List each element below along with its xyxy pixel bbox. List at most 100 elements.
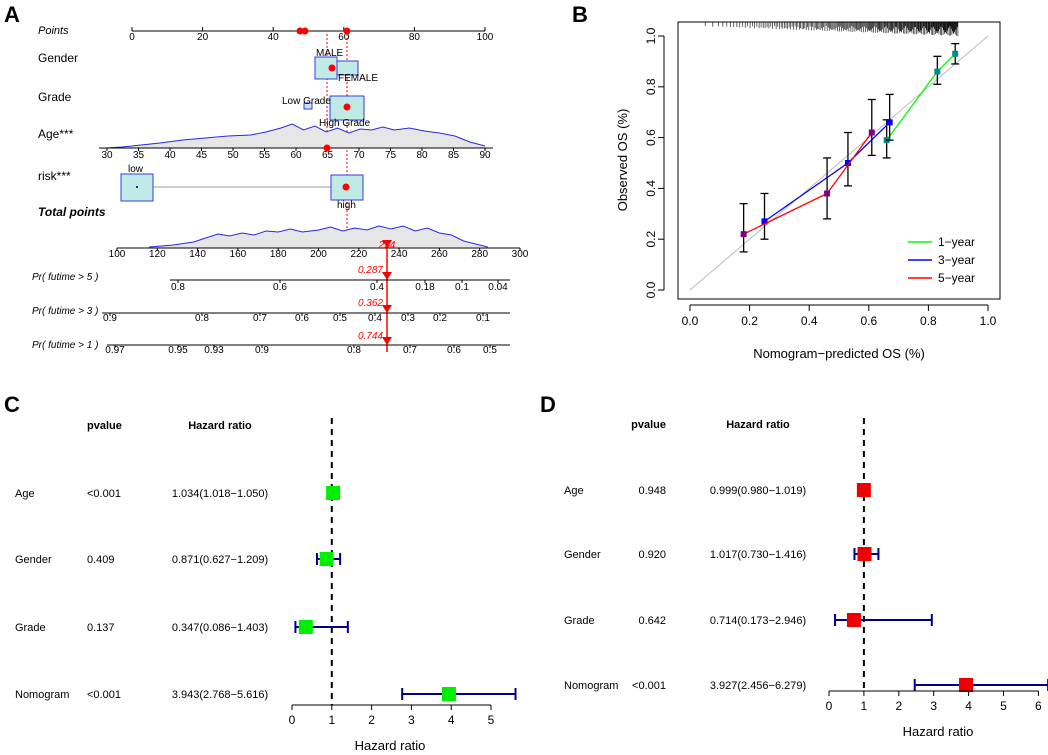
pr3-tick-label: 0.9 — [103, 313, 117, 324]
row-label-pr3: Pr( futime > 3 ) — [32, 306, 98, 317]
pr3-predicted-marker — [382, 305, 393, 313]
total-tick-label: 260 — [431, 249, 448, 260]
gender-box-female — [336, 60, 359, 76]
forest-x-tick-label: 3 — [408, 713, 415, 727]
age-marker — [323, 144, 331, 152]
pr1-tick-label: 0.6 — [447, 345, 461, 356]
calibration-y-axis-title: Observed OS (%) — [615, 109, 630, 212]
calibration-y-tick-label: 0.2 — [644, 231, 658, 248]
points-tick-label: 100 — [477, 32, 494, 43]
forest-header-hr: Hazard ratio — [188, 420, 252, 432]
forest-x-axis-title: Hazard ratio — [355, 738, 426, 753]
age-tick-label: 75 — [385, 150, 397, 161]
legend-label-red: 5−year — [938, 271, 975, 285]
grade-level-label: High Grade — [319, 118, 371, 129]
forest-row-hr-text: 0.347(0.086−1.403) — [172, 622, 268, 634]
age-density-fill — [107, 124, 485, 148]
total-tick-label: 180 — [270, 249, 287, 260]
calibration-x-tick-label: 0.2 — [741, 314, 758, 328]
total-tick-label: 120 — [149, 249, 166, 260]
row-label-age: Age*** — [38, 127, 74, 141]
forest-row-hr-text: 1.034(1.018−1.050) — [172, 488, 268, 500]
forest-multivariate-panel: pvalue Hazard ratio Age 0.948 0.999(0.980−1.… — [564, 418, 1048, 739]
forest-row-name: Gender — [564, 549, 601, 561]
forest-row-name: Grade — [564, 615, 595, 627]
calibration-rug — [704, 22, 959, 36]
calibration-x-tick-label: 0.0 — [682, 314, 699, 328]
age-tick-label: 45 — [196, 150, 208, 161]
total-selected-label: 234 — [378, 240, 396, 251]
grade-level-label: Low Grade — [282, 96, 331, 107]
calibration-point-blue — [844, 160, 851, 166]
pr5-tick-label: 0.18 — [415, 282, 435, 293]
pr5-tick-label: 0.6 — [273, 282, 287, 293]
risk-box-dot — [136, 186, 138, 188]
pr5-tick-label: 0.8 — [171, 282, 185, 293]
pr1-predicted-value: 0.744 — [358, 331, 383, 342]
calibration-point-blue — [761, 218, 768, 225]
points-marker — [296, 27, 304, 35]
age-tick-label: 40 — [164, 150, 176, 161]
forest-row-name: Nomogram — [15, 689, 69, 701]
pr3-tick-label: 0.5 — [333, 313, 347, 324]
reference-diagonal — [689, 35, 989, 291]
forest-x-tick-label: 4 — [965, 699, 972, 713]
age-tick-label: 80 — [416, 150, 428, 161]
forest-row-hr-text: 3.943(2.768−5.616) — [172, 689, 268, 701]
forest-hr-box — [441, 687, 456, 701]
calibration-plot-frame — [677, 21, 1001, 300]
forest-header-pvalue: pvalue — [631, 419, 666, 431]
forest-x-tick-label: 5 — [1000, 699, 1007, 713]
row-label-pr5: Pr( futime > 5 ) — [32, 272, 98, 283]
row-label-risk: risk*** — [38, 169, 71, 183]
forest-hr-box — [298, 620, 313, 634]
pr1-predicted-marker — [382, 337, 393, 345]
pr1-tick-label: 0.9 — [255, 345, 269, 356]
forest-x-tick-label: 1 — [861, 699, 868, 713]
forest-row-name: Nomogram — [564, 680, 618, 692]
calibration-point-green — [952, 50, 959, 57]
age-tick-label: 90 — [479, 150, 491, 161]
points-tick-label: 20 — [197, 32, 209, 43]
forest-row-pvalue: 0.642 — [638, 615, 666, 627]
forest-row-name: Age — [15, 488, 35, 500]
calibration-x-tick-label: 0.6 — [860, 314, 877, 328]
gender-marker — [328, 64, 336, 72]
total-density-fill — [149, 226, 488, 248]
pr3-predicted-value: 0.362 — [358, 298, 383, 309]
forest-row-hr-text: 0.999(0.980−1.019) — [710, 485, 806, 497]
calibration-y-tick-label: 0.8 — [644, 78, 658, 95]
risk-box-high — [330, 174, 364, 201]
forest-row-pvalue: <0.001 — [632, 680, 666, 692]
pr5-tick-label: 0.4 — [370, 282, 384, 293]
calibration-point-red — [740, 231, 747, 238]
calibration-y-tick-label: 1.0 — [644, 27, 658, 44]
forest-hr-box — [959, 678, 974, 692]
points-tick-label: 80 — [409, 32, 421, 43]
total-marker — [382, 240, 393, 248]
gender-level-label: MALE — [316, 48, 344, 59]
calibration-x-tick-label: 0.4 — [801, 314, 818, 328]
age-tick-label: 65 — [322, 150, 334, 161]
legend-label-green: 1−year — [938, 235, 975, 249]
pr1-tick-label: 0.95 — [168, 345, 188, 356]
calibration-panel: 0.0 0.2 0.4 0.6 0.8 1.0 0.0 0.2 0.4 0.6 0.8 1.0 Nomo… — [615, 21, 1001, 361]
pr5-predicted-marker — [382, 272, 393, 280]
forest-row-name: Gender — [15, 554, 52, 566]
points-marker — [301, 27, 309, 35]
row-label-gender: Gender — [38, 51, 78, 65]
points-marker — [343, 27, 351, 35]
calibration-y-tick-label: 0.6 — [644, 129, 658, 146]
age-tick-label: 35 — [133, 150, 145, 161]
forest-hr-box — [857, 547, 872, 561]
forest-x-tick-label: 2 — [368, 713, 375, 727]
forest-x-tick-label: 0 — [289, 713, 296, 727]
pr3-tick-label: 0.6 — [295, 313, 309, 324]
pr3-tick-label: 0.2 — [433, 313, 447, 324]
calibration-x-tick-label: 0.8 — [920, 314, 937, 328]
risk-level-label: high — [337, 200, 356, 211]
pr1-tick-label: 0.5 — [483, 345, 497, 356]
forest-x-tick-label: 1 — [328, 713, 335, 727]
row-label-points: Points — [38, 25, 69, 37]
